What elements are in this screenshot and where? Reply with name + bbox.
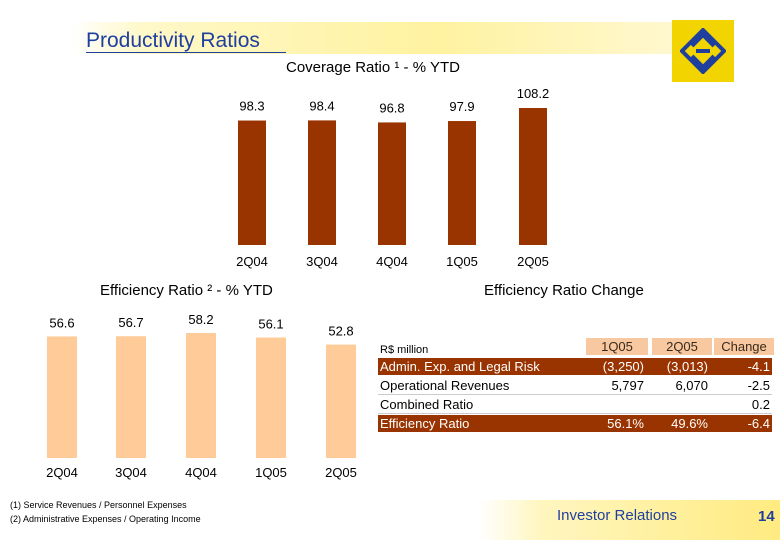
efficiency-bar	[326, 344, 356, 458]
coverage-chart-title: Coverage Ratio ¹ - % YTD	[286, 59, 460, 76]
footer-label: Investor Relations	[557, 507, 678, 524]
coverage-category-label: 1Q05	[446, 254, 478, 269]
table-row-divider	[378, 394, 772, 395]
table-row-label: Operational Revenues	[380, 378, 510, 393]
table-cell-value: 0.2	[751, 397, 770, 412]
coverage-value-label: 98.3	[239, 99, 264, 114]
table-row-label: Admin. Exp. and Legal Risk	[380, 359, 540, 374]
coverage-value-label: 98.4	[309, 98, 334, 113]
table-cell-value: 56.1%	[607, 416, 644, 431]
title-underline	[86, 52, 286, 53]
efficiency-bar	[256, 337, 286, 458]
efficiency-value-label: 58.2	[188, 312, 213, 327]
table-cell-value: -4.1	[747, 359, 770, 374]
efficiency-change-title: Efficiency Ratio Change	[484, 282, 644, 299]
footnote-1: (1) Service Revenues / Personnel Expense…	[10, 500, 187, 510]
footnote-2: (2) Administrative Expenses / Operating …	[10, 514, 201, 524]
efficiency-category-label: 2Q05	[325, 465, 357, 480]
coverage-category-label: 2Q05	[517, 254, 549, 269]
table-header-cell-bg	[714, 338, 774, 355]
coverage-category-label: 3Q04	[306, 254, 338, 269]
table-row-highlight	[378, 415, 772, 432]
coverage-value-label: 97.9	[449, 99, 474, 114]
page-title: Productivity Ratios	[86, 29, 260, 52]
coverage-bar	[238, 120, 266, 245]
table-cell-value: 49.6%	[671, 416, 708, 431]
table-row-highlight	[378, 358, 772, 375]
efficiency-value-label: 52.8	[328, 324, 353, 339]
coverage-value-label: 96.8	[379, 100, 404, 115]
table-row-divider	[378, 413, 772, 414]
efficiency-value-label: 56.7	[118, 315, 143, 330]
table-column-header: 2Q05	[666, 339, 698, 354]
coverage-bar	[448, 121, 476, 245]
table-header-cell-bg	[586, 338, 648, 355]
table-cell-value: (3,013)	[666, 359, 708, 374]
table-row-label: Combined Ratio	[380, 397, 474, 412]
table-column-header: 1Q05	[601, 339, 633, 354]
efficiency-chart-title: Efficiency Ratio ² - % YTD	[100, 282, 273, 299]
coverage-bar	[378, 122, 406, 245]
page-number: 14	[758, 508, 775, 525]
table-cell-value: (3,250)	[602, 359, 644, 374]
efficiency-bar	[47, 336, 77, 458]
table-row-label: Efficiency Ratio	[380, 416, 470, 431]
coverage-bar	[308, 120, 336, 245]
efficiency-value-label: 56.6	[49, 315, 74, 330]
coverage-value-label: 108.2	[517, 86, 550, 101]
table-header-cell-bg	[652, 338, 712, 355]
title-band	[70, 22, 680, 54]
coverage-category-label: 2Q04	[236, 254, 268, 269]
table-cell-value: 6,070	[675, 378, 708, 393]
table-cell-value: -6.4	[747, 416, 770, 431]
efficiency-value-label: 56.1	[258, 317, 283, 332]
efficiency-category-label: 2Q04	[46, 465, 78, 480]
table-column-header: Change	[721, 339, 767, 354]
bank-logo-icon	[672, 20, 734, 82]
efficiency-bar	[116, 336, 146, 458]
efficiency-bar	[186, 333, 216, 458]
efficiency-category-label: 3Q04	[115, 465, 147, 480]
footer-band	[480, 500, 780, 540]
table-unit-label: R$ million	[380, 344, 429, 356]
efficiency-category-label: 4Q04	[185, 465, 217, 480]
coverage-category-label: 4Q04	[376, 254, 408, 269]
table-cell-value: -2.5	[747, 378, 770, 393]
table-cell-value: 5,797	[611, 378, 644, 393]
efficiency-category-label: 1Q05	[255, 465, 287, 480]
coverage-bar	[519, 108, 547, 245]
